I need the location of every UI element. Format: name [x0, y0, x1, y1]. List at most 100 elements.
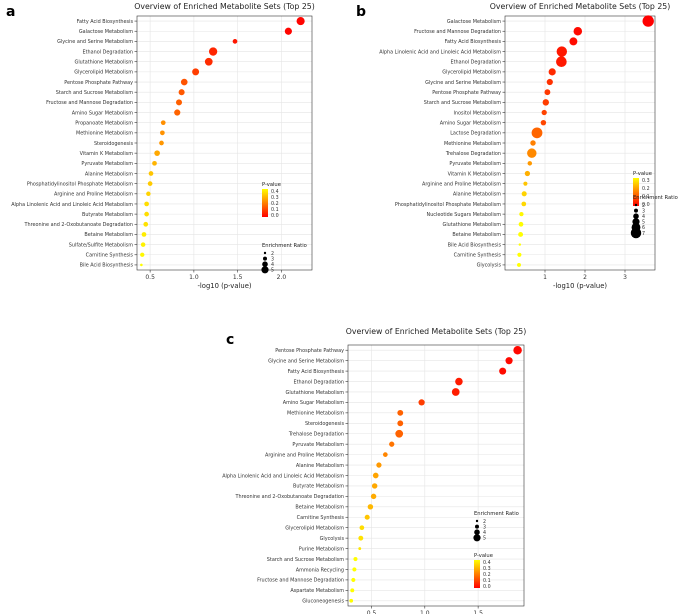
chart-b-p-legend-tick: 0.1: [642, 194, 650, 200]
chart-c-p-legend-tick: 0.3: [483, 566, 491, 572]
chart-c-data-point: [499, 367, 507, 375]
chart-a-data-point: [140, 252, 145, 257]
chart-a-data-point: [204, 57, 213, 66]
chart-a-x-tick-label: 1.5: [233, 274, 243, 281]
chart-b-data-point: [521, 191, 527, 197]
chart-b-data-point: [518, 231, 524, 237]
chart-b-er-legend-label: 3: [642, 208, 645, 214]
chart-c-data-point: [371, 483, 378, 489]
chart-b-data-point: [573, 26, 583, 36]
chart-a-title: Overview of Enriched Metabolite Sets (To…: [134, 2, 315, 11]
chart-a-category-label: Ethanol Degradation: [83, 49, 133, 55]
chart-b-p-legend-title: P-value: [633, 171, 652, 177]
chart-c-er-legend-title: Enrichment Ratio: [474, 511, 519, 517]
chart-a-category-label: Pentose Phosphate Pathway: [64, 80, 133, 86]
chart-b-er-legend-label: 2: [642, 203, 645, 209]
chart-a-p-legend-title: P-value: [262, 182, 281, 188]
chart-c-category-label: Amino Sugar Metabolism: [283, 400, 344, 406]
chart-a-category-label: Amino Sugar Metabolism: [72, 110, 133, 116]
chart-c-data-point: [359, 525, 365, 531]
chart-c-category-label: Aspartate Metabolism: [290, 588, 344, 594]
chart-b-category-label: Pyruvate Metabolism: [449, 161, 501, 167]
chart-b-er-legend-dot: [630, 227, 642, 239]
chart-b-category-label: Betaine Metabolism: [452, 232, 501, 238]
chart-c-category-label: Alpha Linolenic Acid and Linoleic Acid M…: [222, 473, 344, 479]
chart-a-x-tick-label: 2.0: [277, 274, 287, 281]
chart-c-data-point: [382, 452, 388, 457]
chart-a-category-label: Sulfate/Sulfite Metabolism: [69, 242, 133, 248]
chart-b-x-axis-label: -log10 (p-value): [553, 282, 607, 290]
chart-a-category-label: Arginine and Proline Metabolism: [54, 192, 133, 198]
chart-b-data-point: [517, 252, 522, 257]
chart-b-category-label: Methionine Metabolism: [444, 141, 501, 147]
chart-a-er-legend-title: Enrichment Ratio: [262, 243, 307, 249]
chart-c-data-point: [397, 409, 404, 416]
chart-c-category-label: Alanine Metabolism: [296, 463, 344, 469]
chart-a-data-point: [140, 263, 143, 267]
panel-label-a: a: [6, 4, 16, 20]
chart-c-data-point: [353, 556, 358, 562]
chart-a-category-label: Carnitine Synthesis: [86, 253, 134, 259]
chart-b-data-point: [519, 211, 524, 217]
chart-b-data-point: [530, 140, 536, 146]
chart-a-er-legend-dot: [261, 266, 269, 274]
chart-b-er-legend-label: 7: [642, 231, 645, 237]
chart-c-x-tick-label: 1.5: [473, 610, 483, 614]
chart-b-category-label: Glycerolipid Metabolism: [442, 70, 501, 76]
chart-b-er-legend-label: 4: [642, 214, 645, 220]
chart-a-category-label: Pyruvate Metabolism: [81, 161, 133, 167]
chart-a-x-axis-label: -log10 (p-value): [197, 282, 251, 290]
chart-a-er-legend-label: 2: [271, 251, 274, 257]
chart-c-data-point: [389, 441, 395, 447]
chart-c-er-legend-label: 2: [483, 519, 486, 525]
chart-b-data-point: [531, 127, 543, 139]
chart-c-p-legend-tick: 0.4: [483, 560, 491, 566]
chart-c-er-legend-dot: [475, 519, 479, 523]
chart-a-category-label: Bile Acid Biosynthesis: [80, 263, 134, 269]
chart-a-category-label: Fatty Acid Biosynthesis: [77, 19, 134, 25]
chart-c-category-label: Pentose Phosphate Pathway: [275, 348, 344, 354]
chart-b-x-tick-label: 3: [623, 274, 627, 281]
chart-b-p-legend-tick: 0.2: [642, 186, 650, 192]
chart-b-category-label: Glycine and Serine Metabolism: [425, 80, 501, 86]
chart-c-data-point: [349, 598, 354, 603]
chart-c-data-point: [350, 588, 355, 593]
chart-c-data-point: [367, 504, 374, 510]
chart-b-er-legend-title: Enrichment Ratio: [633, 195, 678, 201]
chart-b-x-tick-label: 2: [583, 274, 587, 281]
chart-c-category-label: Threonine and 2-Oxobutanoate Degradation: [234, 494, 344, 500]
chart-b-category-label: Glycolysis: [477, 263, 502, 269]
chart-b-category-label: Vitamin K Metabolism: [448, 171, 502, 177]
chart-c-data-point: [351, 577, 356, 582]
chart-b-er-legend-label: 6: [642, 225, 645, 231]
chart-c-category-label: Fatty Acid Biosynthesis: [288, 369, 345, 375]
chart-a-data-point: [160, 120, 166, 126]
chart-c-category-label: Glycine and Serine Metabolism: [268, 358, 344, 364]
chart-b-category-label: Glutathione Metabolism: [443, 222, 502, 228]
chart-c-category-label: Gluconeogenesis: [302, 599, 344, 605]
chart-c-category-label: Methionine Metabolism: [287, 411, 344, 417]
chart-b-data-point: [518, 243, 522, 246]
chart-b-x-tick-label: 1: [543, 274, 547, 281]
chart-a-er-legend-label: 3: [271, 256, 274, 262]
chart-c-category-label: Glycolysis: [320, 536, 345, 542]
chart-b-category-label: Carnitine Synthesis: [454, 253, 502, 259]
chart-b-er-legend-label: 5: [642, 220, 645, 226]
chart-b-data-point: [518, 221, 524, 227]
chart-a-data-point: [147, 181, 153, 186]
chart-a-data-point: [296, 17, 305, 26]
chart-a-data-point: [160, 130, 165, 136]
chart-a-category-label: Fructose and Mannose Degradation: [46, 100, 133, 106]
chart-c-category-label: Steroidogenesis: [305, 421, 345, 427]
chart-c-category-label: Pyruvate Metabolism: [292, 442, 344, 448]
chart-a-category-label: Glycerolipid Metabolism: [74, 70, 133, 76]
chart-b-category-label: Nucleotide Sugars Metabolism: [427, 212, 502, 218]
chart-a-data-point: [152, 160, 157, 166]
chart-a-er-legend-dot: [263, 251, 267, 255]
chart-a-data-point: [180, 78, 188, 86]
chart-b-category-label: Pentose Phosphate Pathway: [432, 90, 501, 96]
chart-b-er-legend-dot: [634, 203, 638, 207]
chart-b-p-legend-tick: 0.0: [642, 202, 650, 208]
chart-b-category-label: Arginine and Proline Metabolism: [422, 181, 501, 187]
chart-b-title: Overview of Enriched Metabolite Sets (To…: [490, 2, 671, 11]
